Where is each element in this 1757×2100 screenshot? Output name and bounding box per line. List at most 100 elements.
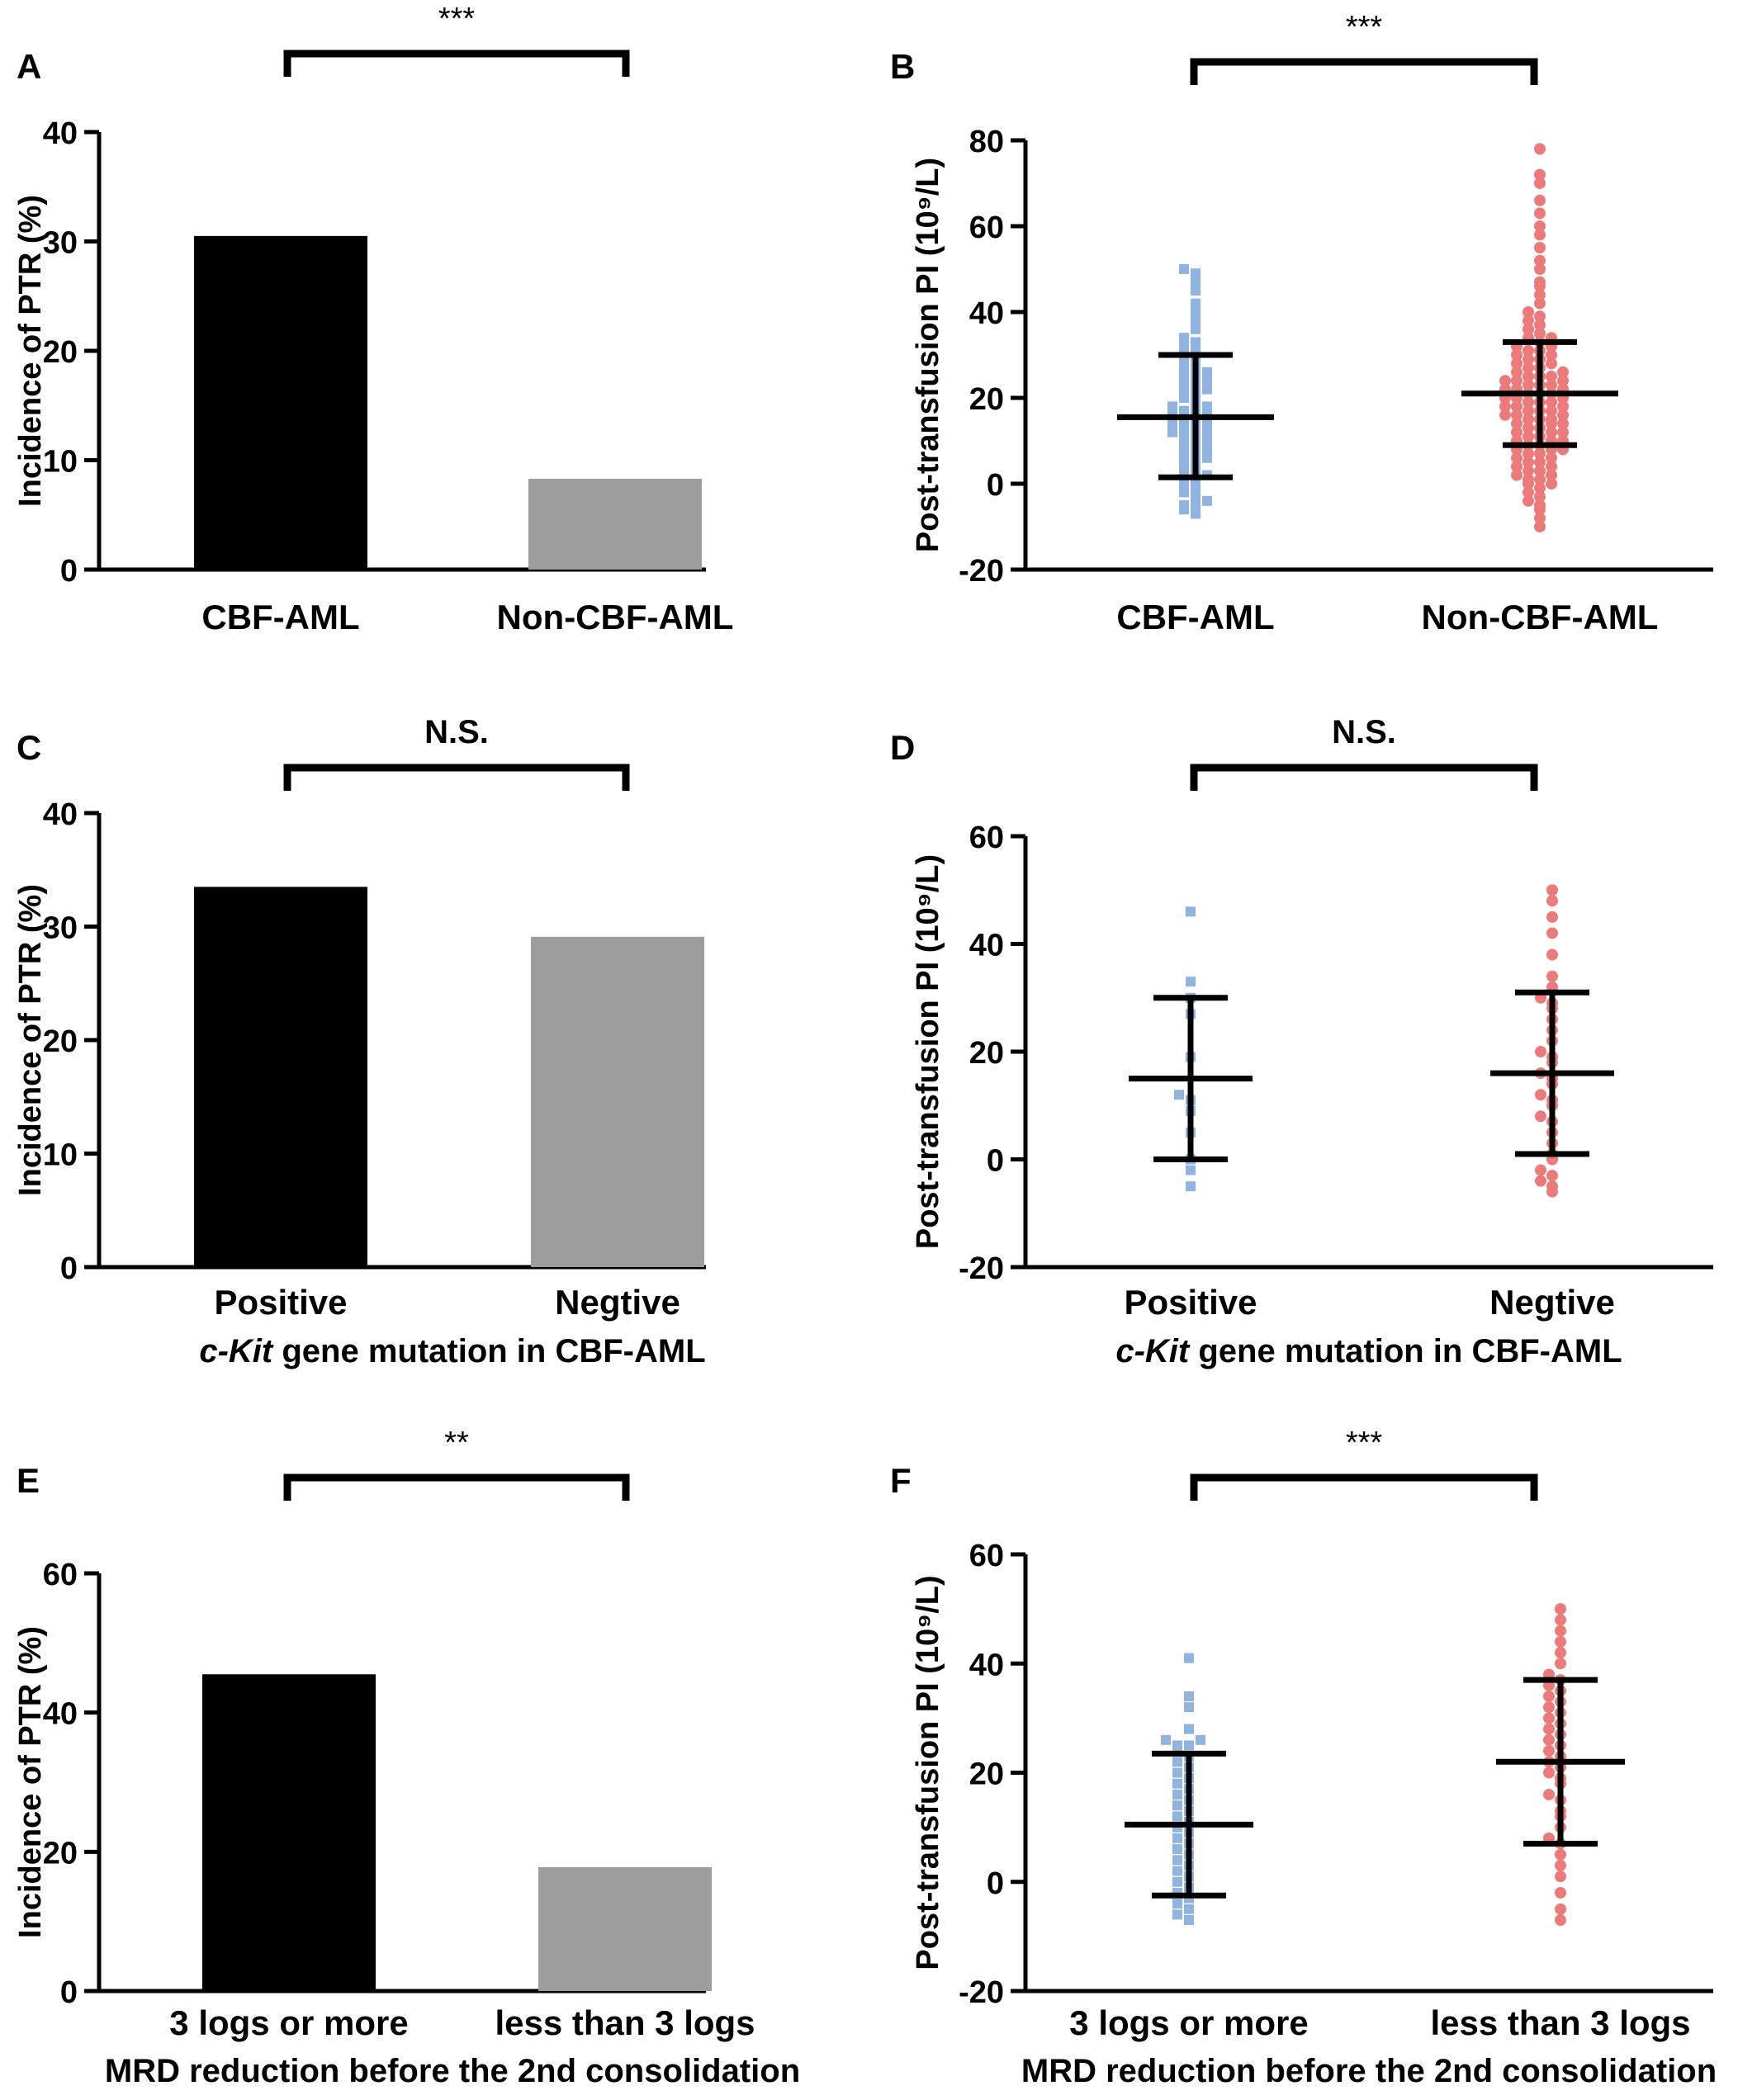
data-point-circle — [1499, 400, 1511, 413]
data-point-square — [1191, 277, 1201, 287]
data-point-square — [1179, 444, 1189, 455]
data-point-circle — [1523, 430, 1534, 442]
data-point-circle — [1534, 220, 1546, 232]
data-point-circle — [1557, 426, 1569, 438]
data-point-circle — [1546, 884, 1558, 896]
data-point-circle — [1546, 910, 1558, 923]
data-point-circle — [1499, 409, 1511, 421]
data-point-circle — [1534, 328, 1546, 339]
data-point-circle — [1543, 1690, 1555, 1702]
data-point-circle — [1511, 400, 1523, 413]
data-point-circle — [1555, 1848, 1566, 1861]
data-point-circle — [1546, 927, 1558, 939]
data-point-square — [1202, 384, 1212, 395]
data-point-circle — [1535, 1089, 1546, 1101]
data-point-square — [1191, 286, 1201, 296]
data-point-square — [1167, 427, 1177, 438]
data-point-circle — [1511, 349, 1523, 361]
data-point-square — [1179, 461, 1189, 472]
bar-1 — [528, 479, 702, 570]
data-point-circle — [1546, 478, 1557, 490]
data-point-square — [1179, 393, 1189, 403]
data-point-square — [1179, 333, 1189, 343]
data-point-square — [1202, 436, 1212, 446]
data-point-circle — [1523, 494, 1534, 507]
data-point-circle — [1555, 1658, 1566, 1670]
y-tick-label: 0 — [60, 1251, 78, 1286]
data-point-circle — [1523, 396, 1534, 409]
data-point-square — [1179, 487, 1189, 498]
panel-f: F *** -20 0 20 40 60 Post-transfusion PI (10⁹/L… — [890, 1426, 1717, 2089]
significance-bracket — [1190, 764, 1538, 791]
data-point-square — [1191, 500, 1201, 510]
data-point-square — [1172, 1909, 1182, 1920]
data-point-circle — [1546, 426, 1557, 438]
data-point-circle — [1523, 404, 1534, 417]
data-point-square — [1167, 401, 1177, 412]
data-point-circle — [1555, 1647, 1566, 1659]
data-point-circle — [1555, 1886, 1566, 1899]
y-tick-label: 0 — [60, 1975, 78, 2010]
data-point-square — [1184, 1653, 1194, 1663]
x-axis-title-rest: gene mutation in CBF-AML — [1189, 1333, 1622, 1369]
data-point-circle — [1534, 263, 1546, 275]
data-point-square — [1179, 376, 1189, 386]
data-point-circle — [1555, 1871, 1566, 1883]
bar-1 — [531, 936, 704, 1267]
data-point-square — [1202, 495, 1212, 506]
data-point-circle — [1535, 1175, 1546, 1187]
data-point-square — [1191, 337, 1201, 348]
data-point-square — [1179, 423, 1189, 433]
data-point-square — [1191, 491, 1201, 502]
data-point-square — [1191, 307, 1201, 317]
data-point-circle — [1557, 418, 1569, 430]
data-point-circle — [1543, 1733, 1555, 1746]
data-point-circle — [1534, 168, 1546, 181]
data-point-circle — [1534, 319, 1546, 331]
data-point-circle — [1534, 490, 1546, 503]
y-tick-label: 80 — [969, 125, 1004, 159]
x-category-label: less than 3 logs — [1430, 2003, 1690, 2042]
data-point-circle — [1543, 1788, 1555, 1800]
x-axis-title: MRD reduction before the 2nd consolidati… — [105, 2053, 800, 2089]
data-point-circle — [1546, 1180, 1558, 1193]
data-point-square — [1186, 977, 1196, 987]
data-point-circle — [1546, 357, 1557, 370]
data-point-circle — [1534, 254, 1546, 267]
x-category-label: CBF-AML — [201, 598, 359, 636]
data-point-circle — [1546, 970, 1558, 982]
y-tick-label: -20 — [959, 1975, 1004, 2010]
x-category-label: Positive — [214, 1283, 347, 1322]
bar-0 — [194, 887, 367, 1267]
significance-bracket — [1190, 58, 1538, 85]
data-point-square — [1167, 419, 1177, 429]
data-point-circle — [1557, 366, 1569, 378]
data-point-circle — [1546, 469, 1557, 481]
data-point-circle — [1557, 375, 1569, 387]
y-tick-label: 0 — [987, 468, 1004, 503]
x-axis-title-italic: c-Kit — [1115, 1333, 1191, 1369]
data-point-square — [1191, 483, 1201, 494]
y-tick-label: 60 — [969, 210, 1004, 245]
y-axis-title: Incidence of PTR (%) — [13, 884, 48, 1196]
y-tick-label: 60 — [969, 1539, 1004, 1573]
data-point-circle — [1534, 521, 1546, 532]
panel-d: D N.S. -20 0 20 40 60 Post-transfusion PI (10⁹/… — [890, 714, 1713, 1369]
data-point-circle — [1534, 297, 1546, 310]
panel-label: D — [890, 728, 915, 767]
data-point-square — [1179, 500, 1189, 510]
y-axis-title: Incidence of PTR (%) — [13, 195, 48, 507]
y-tick-label: -20 — [959, 1251, 1004, 1286]
y-tick-label: 40 — [43, 1697, 78, 1732]
data-point-square — [1179, 367, 1189, 377]
data-point-circle — [1546, 404, 1557, 417]
data-point-square — [1179, 431, 1189, 442]
data-point-circle — [1523, 447, 1534, 460]
data-point-square — [1191, 324, 1201, 334]
x-category-label: 3 logs or more — [1069, 2003, 1308, 2042]
data-point-circle — [1534, 473, 1546, 485]
data-point-circle — [1534, 310, 1546, 323]
y-tick-label: 20 — [43, 1836, 78, 1871]
y-tick-label: -20 — [959, 554, 1004, 589]
data-point-square — [1202, 367, 1212, 377]
